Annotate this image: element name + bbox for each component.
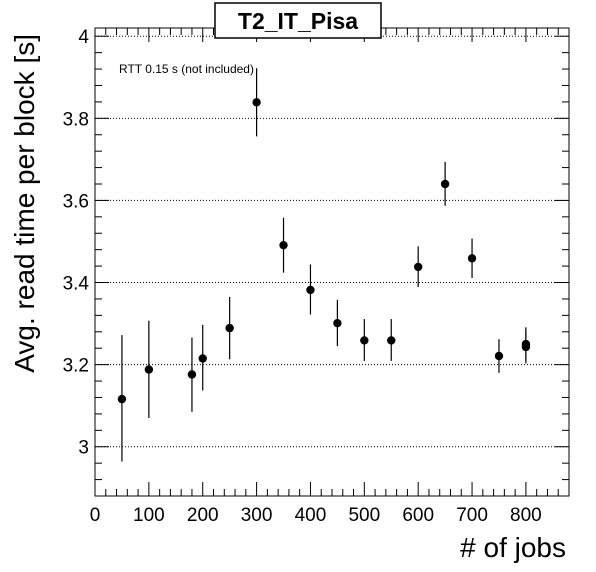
y-tick-label: 3 [78, 438, 89, 459]
title-box [214, 2, 382, 39]
x-tick-label: 200 [187, 505, 219, 526]
data-point [494, 351, 504, 361]
x-tick-label: 800 [510, 505, 542, 526]
y-gridlines [95, 35, 569, 448]
x-tick-label: 400 [295, 505, 327, 526]
y-tick-label: 3.8 [63, 109, 89, 130]
y-axis-title: Avg. read time per block [s] [9, 34, 40, 373]
x-tick-label: 700 [456, 505, 488, 526]
data-point [306, 285, 315, 295]
x-tick-label: 600 [402, 505, 434, 526]
y-tick-labels: 3 3.2 3.4 3.6 3.8 4 [63, 27, 90, 459]
x-tick-label: 300 [241, 505, 273, 526]
data-point [117, 394, 127, 404]
data-point [360, 336, 369, 345]
axis-ticks [94, 28, 570, 497]
annotation-text: RTT 0.15 s (not included) [119, 62, 254, 76]
data-points [117, 68, 531, 462]
data-point [225, 323, 234, 333]
data-point [467, 254, 477, 263]
y-tick-label: 4 [78, 27, 89, 48]
data-point [252, 98, 261, 107]
data-point [333, 318, 342, 328]
data-point [413, 262, 423, 272]
x-tick-label: 100 [133, 505, 165, 526]
x-tick-labels: 0 100 200 300 400 500 600 700 800 [90, 505, 542, 526]
chart-title: T2_IT_Pisa [238, 8, 358, 34]
data-point [187, 370, 197, 379]
x-axis-title: # of jobs [460, 532, 566, 563]
data-point [521, 339, 531, 349]
y-tick-label: 3.2 [63, 356, 89, 377]
y-tick-label: 3.6 [63, 191, 89, 212]
x-tick-label: 0 [90, 505, 101, 526]
data-point [198, 354, 207, 363]
data-point [144, 365, 154, 374]
y-tick-label: 3.4 [63, 274, 90, 295]
data-point [279, 240, 288, 250]
x-tick-label: 500 [348, 505, 380, 526]
plot-frame [94, 27, 570, 497]
data-point [387, 336, 396, 345]
data-point [440, 179, 450, 189]
